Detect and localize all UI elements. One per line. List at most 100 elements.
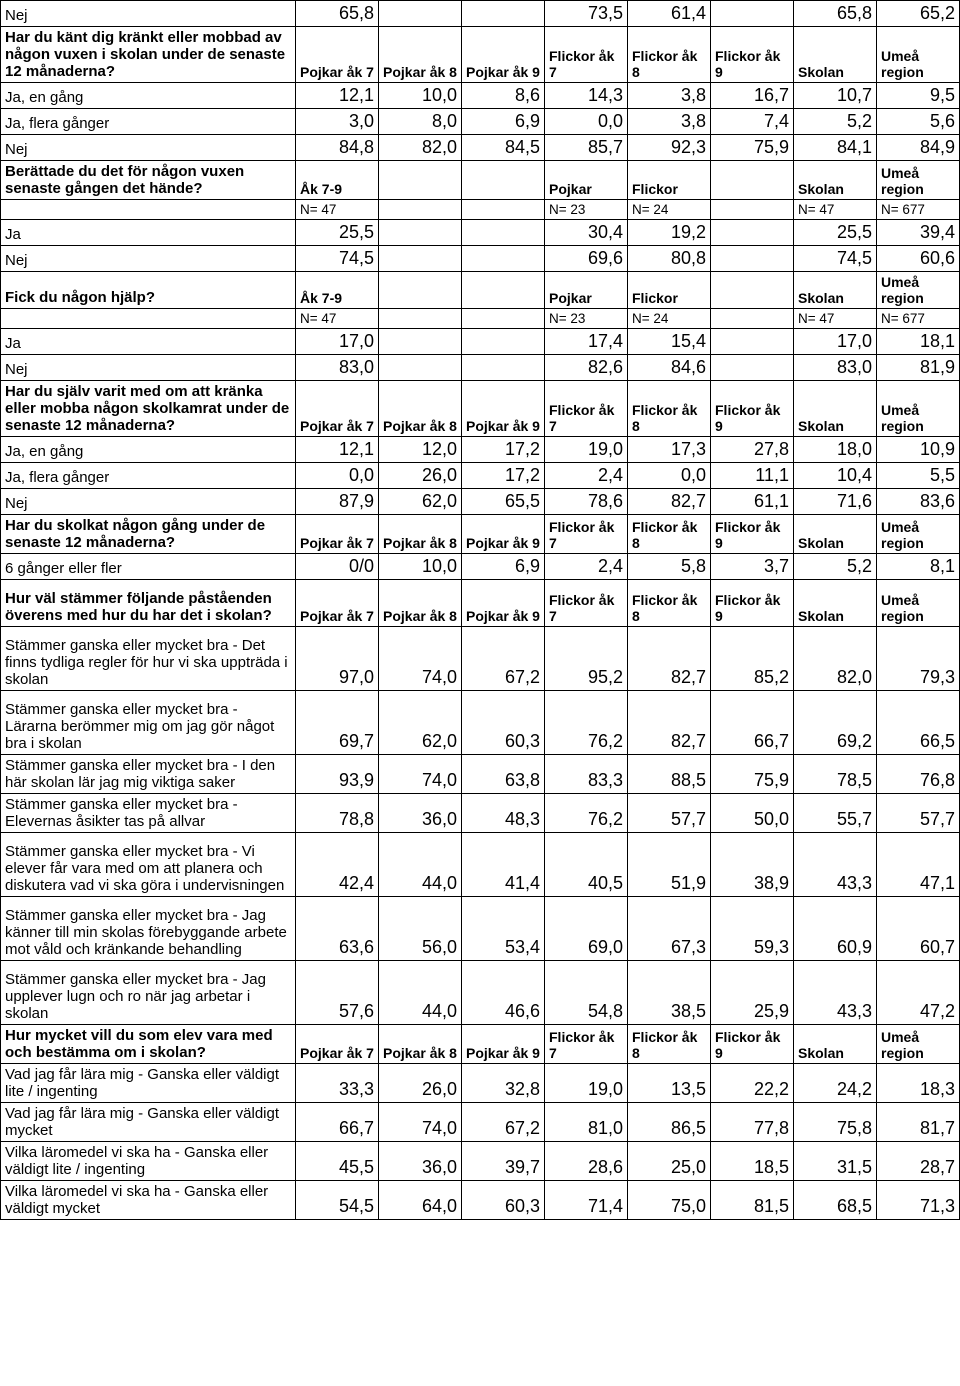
cell: 66,7 (711, 691, 794, 755)
question-header-row: Fick du någon hjälp? Åk 7-9 Pojkar Flick… (1, 272, 960, 309)
cell: 81,7 (877, 1103, 960, 1142)
col-header: Flickor åk 7 (545, 381, 628, 437)
table-row: Vad jag får lära mig - Ganska eller väld… (1, 1103, 960, 1142)
cell: 75,9 (711, 755, 794, 794)
cell: 13,5 (628, 1064, 711, 1103)
cell: 71,6 (794, 489, 877, 515)
table-row: Stämmer ganska eller mycket bra - Lärarn… (1, 691, 960, 755)
cell: 14,3 (545, 83, 628, 109)
cell: 76,8 (877, 755, 960, 794)
cell: 10,0 (379, 83, 462, 109)
cell: 19,0 (545, 1064, 628, 1103)
cell (379, 1, 462, 27)
cell: 25,5 (794, 220, 877, 246)
col-header (462, 272, 545, 309)
cell: 0,0 (628, 463, 711, 489)
table-row: Nej 74,5 69,6 80,8 74,5 60,6 (1, 246, 960, 272)
cell: 81,9 (877, 355, 960, 381)
col-header: Flickor åk 7 (545, 27, 628, 83)
col-header: Flickor åk 8 (628, 1025, 711, 1064)
cell: 54,8 (545, 961, 628, 1025)
cell: N= 23 (545, 200, 628, 220)
cell: 57,7 (877, 794, 960, 833)
cell: 6,9 (462, 109, 545, 135)
col-header: Pojkar åk 8 (379, 381, 462, 437)
cell: N= 677 (877, 200, 960, 220)
cell: 87,9 (296, 489, 379, 515)
cell: 65,5 (462, 489, 545, 515)
cell: 64,0 (379, 1181, 462, 1220)
cell: 84,9 (877, 135, 960, 161)
cell: 61,4 (628, 1, 711, 27)
question-header-row: Har du skolkat någon gång under de senas… (1, 515, 960, 554)
cell: 6,9 (462, 554, 545, 580)
cell: 75,0 (628, 1181, 711, 1220)
table-row: Vilka läromedel vi ska ha - Ganska eller… (1, 1181, 960, 1220)
cell: 82,7 (628, 627, 711, 691)
cell: 76,2 (545, 794, 628, 833)
cell: 84,1 (794, 135, 877, 161)
cell: 69,2 (794, 691, 877, 755)
cell: 75,9 (711, 135, 794, 161)
cell: 60,7 (877, 897, 960, 961)
table-row: Stämmer ganska eller mycket bra - Det fi… (1, 627, 960, 691)
col-header: Pojkar åk 7 (296, 381, 379, 437)
cell: 17,2 (462, 463, 545, 489)
cell: 74,0 (379, 755, 462, 794)
row-label: 6 gånger eller fler (1, 554, 296, 580)
cell: 75,8 (794, 1103, 877, 1142)
row-label: Vilka läromedel vi ska ha - Ganska eller… (1, 1181, 296, 1220)
cell: 18,0 (794, 437, 877, 463)
cell: N= 47 (296, 200, 379, 220)
row-label: Stämmer ganska eller mycket bra - Lärarn… (1, 691, 296, 755)
table-row: Nej 87,9 62,0 65,5 78,6 82,7 61,1 71,6 8… (1, 489, 960, 515)
table-row: Vilka läromedel vi ska ha - Ganska eller… (1, 1142, 960, 1181)
cell (462, 246, 545, 272)
cell: 48,3 (462, 794, 545, 833)
question-label: Har du känt dig kränkt eller mobbad av n… (1, 27, 296, 83)
cell (379, 200, 462, 220)
table-row: Stämmer ganska eller mycket bra - Jag kä… (1, 897, 960, 961)
cell: N= 47 (794, 309, 877, 329)
cell: 88,5 (628, 755, 711, 794)
cell: 5,8 (628, 554, 711, 580)
cell: 76,2 (545, 691, 628, 755)
cell: 80,8 (628, 246, 711, 272)
col-header: Pojkar åk 9 (462, 381, 545, 437)
row-label: Nej (1, 489, 296, 515)
cell: 39,4 (877, 220, 960, 246)
col-header: Pojkar åk 8 (379, 27, 462, 83)
cell (462, 329, 545, 355)
cell: 66,5 (877, 691, 960, 755)
row-label: Ja, flera gånger (1, 463, 296, 489)
cell: 82,0 (379, 135, 462, 161)
cell: 46,6 (462, 961, 545, 1025)
cell: 47,2 (877, 961, 960, 1025)
cell: 17,0 (794, 329, 877, 355)
cell: 69,7 (296, 691, 379, 755)
cell: 50,0 (711, 794, 794, 833)
cell: 25,5 (296, 220, 379, 246)
table-row: Ja, en gång 12,1 12,0 17,2 19,0 17,3 27,… (1, 437, 960, 463)
col-header: Pojkar åk 9 (462, 580, 545, 627)
cell (379, 246, 462, 272)
cell: 18,1 (877, 329, 960, 355)
cell: 51,9 (628, 833, 711, 897)
cell: 54,5 (296, 1181, 379, 1220)
cell: 16,7 (711, 83, 794, 109)
cell: N= 677 (877, 309, 960, 329)
cell: 66,7 (296, 1103, 379, 1142)
cell: 62,0 (379, 489, 462, 515)
cell: 60,3 (462, 691, 545, 755)
cell: 74,5 (296, 246, 379, 272)
question-label: Har du själv varit med om att kränka ell… (1, 381, 296, 437)
question-header-row: Berättade du det för någon vuxen senaste… (1, 161, 960, 200)
cell: 31,5 (794, 1142, 877, 1181)
cell: 5,2 (794, 109, 877, 135)
row-label: Nej (1, 135, 296, 161)
cell: N= 24 (628, 309, 711, 329)
table-row: Ja 17,0 17,4 15,4 17,0 18,1 (1, 329, 960, 355)
row-label: Stämmer ganska eller mycket bra - Det fi… (1, 627, 296, 691)
col-header: Skolan (794, 580, 877, 627)
col-header: Flickor åk 7 (545, 515, 628, 554)
